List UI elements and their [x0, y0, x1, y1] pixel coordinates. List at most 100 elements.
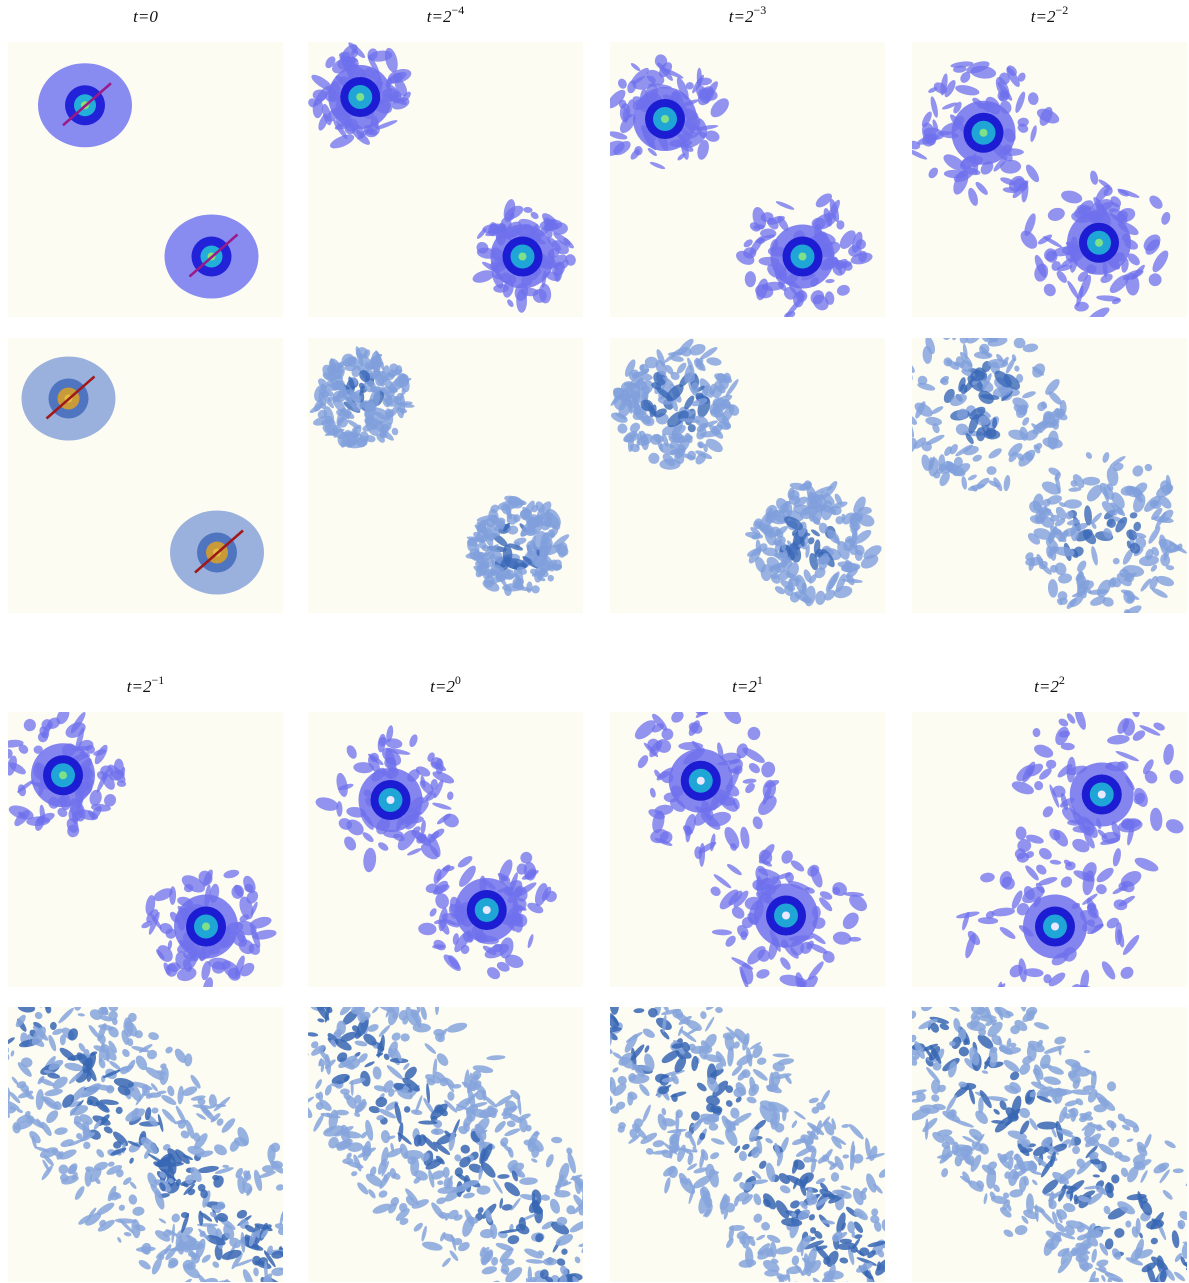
patch	[284, 1254, 297, 1264]
patch	[292, 1062, 301, 1070]
patch	[899, 431, 910, 441]
title-base: t=2	[427, 7, 452, 26]
patch	[40, 991, 56, 999]
patch	[592, 1171, 607, 1187]
patch	[895, 1066, 911, 1084]
patch	[900, 1222, 908, 1236]
patch	[687, 372, 696, 382]
core-center	[782, 912, 790, 920]
patch	[293, 1068, 303, 1074]
title-base: t=2	[1034, 677, 1059, 696]
core-center	[483, 906, 491, 914]
patch	[590, 1266, 599, 1273]
simulation-panel	[242, 949, 632, 1283]
patch	[282, 1245, 295, 1261]
patch	[893, 1162, 903, 1181]
patch	[75, 994, 83, 1004]
patch	[669, 986, 680, 1001]
patch	[1000, 988, 1020, 1006]
patch	[301, 1191, 310, 1213]
panel-title: t=2−1	[127, 673, 164, 696]
simulation-panel	[308, 338, 583, 613]
patch	[592, 1045, 600, 1056]
patch	[283, 1163, 300, 1185]
patch	[594, 1232, 607, 1243]
patch	[284, 1089, 304, 1105]
core-center	[387, 796, 395, 804]
patch	[801, 582, 806, 590]
title-base: t=2	[729, 7, 754, 26]
patch	[291, 1016, 307, 1027]
title-exponent: 0	[455, 673, 461, 687]
patch	[589, 1220, 611, 1229]
patch	[42, 987, 54, 1002]
core-center	[356, 93, 364, 101]
patch	[292, 1015, 301, 1023]
patch	[283, 1024, 291, 1033]
patch	[60, 996, 80, 1004]
patch	[557, 1217, 568, 1226]
core-center	[59, 771, 67, 779]
patch	[295, 1033, 302, 1054]
patch	[977, 986, 986, 995]
patch	[318, 1091, 323, 1101]
patch	[346, 988, 357, 1000]
patch	[590, 1061, 599, 1070]
patch	[582, 1211, 596, 1231]
patch	[291, 1230, 298, 1250]
patch	[0, 1081, 7, 1093]
patch	[346, 996, 351, 1003]
title-exponent: −4	[451, 3, 464, 17]
patch	[592, 1255, 605, 1264]
patch	[651, 993, 660, 1003]
patch	[590, 1033, 602, 1044]
patch	[669, 986, 680, 996]
patch	[888, 1031, 909, 1043]
panel-title: t=0	[133, 7, 158, 26]
patch	[902, 1077, 911, 1093]
patch	[849, 937, 862, 942]
core-center	[1095, 239, 1103, 247]
simulation-panel	[306, 40, 583, 317]
core-center	[519, 253, 527, 261]
patch	[295, 1231, 301, 1237]
simulation-panel	[610, 703, 885, 998]
patch	[373, 989, 393, 1004]
patch	[602, 1120, 609, 1135]
patch	[960, 335, 968, 343]
patch	[998, 329, 1009, 334]
simulation-panel	[560, 950, 938, 1283]
title-base: t=0	[133, 7, 158, 26]
patch	[673, 994, 680, 999]
panel-title: t=2−2	[1031, 3, 1068, 26]
patch	[288, 1046, 310, 1059]
core-center	[799, 253, 807, 261]
patch	[935, 991, 940, 1003]
patch	[899, 1060, 911, 1079]
patch	[585, 1077, 603, 1086]
patch	[943, 992, 959, 1004]
title-exponent: −2	[1055, 3, 1068, 17]
patch	[589, 1109, 598, 1117]
simulation-panel	[899, 322, 1188, 624]
patch	[597, 1085, 609, 1105]
patch	[0, 1013, 6, 1034]
patch	[0, 1065, 3, 1083]
simulation-panel	[308, 712, 583, 987]
patch	[593, 1196, 606, 1217]
patch	[0, 1114, 2, 1119]
panel-title: t=21	[732, 673, 763, 696]
patch	[585, 1260, 599, 1265]
patch	[884, 1088, 895, 1099]
title-base: t=2	[732, 677, 757, 696]
patch	[303, 1222, 308, 1230]
panel-title: t=2−4	[427, 3, 464, 26]
patch	[988, 359, 1008, 368]
patch	[1062, 991, 1078, 1007]
patch	[887, 1250, 904, 1268]
core-center	[202, 923, 210, 931]
patch	[600, 1014, 608, 1022]
patch	[0, 1010, 6, 1022]
patch	[584, 1068, 607, 1087]
patch	[15, 996, 22, 1006]
